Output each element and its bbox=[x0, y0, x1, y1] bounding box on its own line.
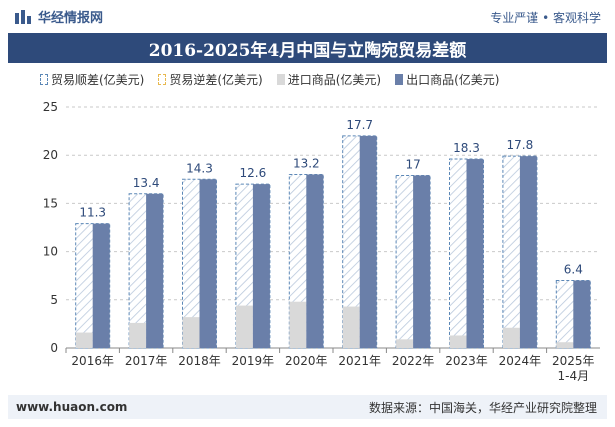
x-tick-label-line: 2019年 bbox=[232, 354, 275, 368]
legend-label-export: 出口商品(亿美元) bbox=[406, 73, 500, 87]
bar-export bbox=[413, 175, 431, 348]
tagline: 专业严谨 • 客观科学 bbox=[490, 11, 601, 25]
data-label: 18.3 bbox=[453, 141, 480, 155]
x-tick-label: 2018年 bbox=[178, 354, 221, 368]
bar-export bbox=[92, 223, 110, 348]
legend-swatch-export bbox=[395, 74, 404, 85]
bar-import bbox=[182, 317, 200, 348]
bar-import bbox=[502, 327, 520, 348]
x-tick-label-line: 2024年 bbox=[499, 354, 542, 368]
data-label: 13.2 bbox=[293, 156, 320, 170]
x-tick-label: 2021年 bbox=[338, 354, 381, 368]
x-tick-label-line: 2016年 bbox=[71, 354, 114, 368]
y-tick-label: 0 bbox=[50, 341, 58, 355]
bar-import bbox=[342, 306, 360, 348]
data-label: 12.6 bbox=[240, 166, 267, 180]
x-tick-label-line: 2023年 bbox=[445, 354, 488, 368]
data-label: 11.3 bbox=[79, 206, 106, 220]
bar-import bbox=[289, 301, 307, 348]
data-label: 6.4 bbox=[564, 263, 583, 277]
y-tick-label: 15 bbox=[43, 196, 58, 210]
bar-import bbox=[235, 305, 253, 348]
bar-export bbox=[146, 193, 164, 348]
legend-label-deficit: 贸易逆差(亿美元) bbox=[169, 73, 263, 87]
chart-title: 2016-2025年4月中国与立陶宛贸易差额 bbox=[148, 40, 467, 61]
bar-export bbox=[359, 135, 377, 348]
x-tick-label-line: 2025年 bbox=[552, 354, 595, 368]
data-label: 17.8 bbox=[507, 138, 534, 152]
bar-import bbox=[129, 322, 147, 348]
legend-item-import: 进口商品(亿美元) bbox=[276, 71, 382, 88]
legend-label-import: 进口商品(亿美元) bbox=[287, 73, 382, 87]
x-tick-label: 2016年 bbox=[71, 354, 114, 368]
legend-swatch-deficit bbox=[158, 74, 167, 85]
data-label: 14.3 bbox=[186, 161, 213, 175]
labels: 0 5 10 15 20 25 11.3 2016年 13.4 2017年 14.3 2018年 12.… bbox=[43, 100, 595, 383]
legend-item-export: 出口商品(亿美元) bbox=[395, 71, 500, 88]
footer: www.huaon.com 数据来源：中国海关，华经产业研究院整理 bbox=[8, 395, 607, 419]
bar-export bbox=[519, 156, 537, 348]
legend-label-surplus: 贸易顺差(亿美元) bbox=[51, 73, 145, 87]
x-tick-label: 2017年 bbox=[125, 354, 168, 368]
data-label: 13.4 bbox=[133, 176, 160, 190]
data-label: 17 bbox=[405, 157, 420, 171]
legend-item-surplus: 贸易顺差(亿美元) bbox=[40, 71, 144, 88]
y-tick-label: 5 bbox=[50, 293, 58, 307]
bar-export bbox=[573, 280, 591, 348]
x-tick-label: 2023年 bbox=[445, 354, 488, 368]
x-tick-label: 2025年 1-4月 bbox=[552, 354, 595, 383]
bar-export bbox=[252, 184, 270, 348]
x-tick-label: 2020年 bbox=[285, 354, 328, 368]
x-tick-label: 2022年 bbox=[392, 354, 435, 368]
bar-import bbox=[449, 335, 467, 348]
x-tick-label-line: 2017年 bbox=[125, 354, 168, 368]
y-tick-label: 10 bbox=[43, 245, 58, 259]
x-tick-label: 2019年 bbox=[232, 354, 275, 368]
footer-site: www.huaon.com bbox=[16, 400, 128, 414]
bar-export bbox=[306, 174, 324, 348]
legend-swatch-surplus bbox=[40, 74, 48, 85]
x-tick-label-line: 2018年 bbox=[178, 354, 221, 368]
legend: 贸易顺差(亿美元) 贸易逆差(亿美元) 进口商品(亿美元) 出口商品(亿美元) bbox=[40, 71, 500, 88]
bar-import bbox=[556, 342, 574, 348]
legend-swatch-import bbox=[276, 74, 285, 85]
y-tick-label: 20 bbox=[43, 148, 58, 162]
bar-chart: 0 5 10 15 20 25 11.3 2016年 13.4 2017年 14.3 2018年 12.… bbox=[43, 100, 600, 383]
bar-import bbox=[75, 332, 93, 348]
brand: 华经情报网 bbox=[14, 7, 103, 26]
bar-export bbox=[199, 179, 217, 348]
x-tick-label-line: 2020年 bbox=[285, 354, 328, 368]
x-tick-label-line: 1-4月 bbox=[557, 369, 589, 383]
bars bbox=[75, 135, 591, 349]
x-tick-label-line: 2021年 bbox=[338, 354, 381, 368]
brand-logo-icon bbox=[15, 9, 31, 24]
top-bar: 华经情报网 专业严谨 • 客观科学 bbox=[0, 0, 615, 32]
y-tick-label: 25 bbox=[43, 100, 58, 114]
x-tick-label: 2024年 bbox=[499, 354, 542, 368]
title-bar: 2016-2025年4月中国与立陶宛贸易差额 bbox=[8, 33, 607, 63]
legend-item-deficit: 贸易逆差(亿美元) bbox=[158, 71, 263, 88]
brand-name: 华经情报网 bbox=[38, 11, 104, 26]
bar-import bbox=[396, 339, 414, 348]
footer-source: 数据来源：中国海关，华经产业研究院整理 bbox=[368, 400, 597, 415]
x-tick-label-line: 2022年 bbox=[392, 354, 435, 368]
data-label: 17.7 bbox=[346, 118, 373, 132]
bar-export bbox=[466, 159, 484, 348]
